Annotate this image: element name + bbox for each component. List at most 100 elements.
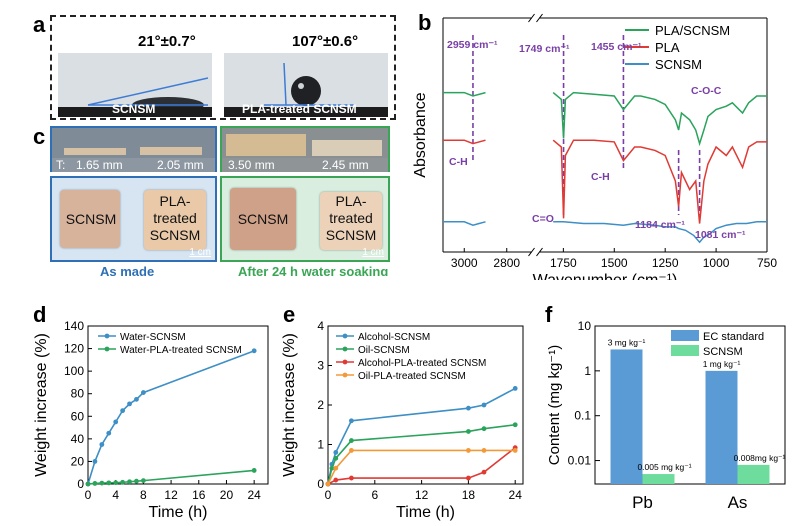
legend-label: Oil-SCNSM (358, 345, 410, 356)
plot-frame (87, 325, 269, 485)
data-point (325, 481, 331, 487)
angle-pla-scnsm: 107°±0.6° (292, 33, 359, 50)
data-point (92, 459, 98, 464)
data-point (120, 479, 126, 485)
caption-pla-scnsm: PLA-treated SCNSM (242, 102, 357, 116)
x-tick-label: 2800 (493, 256, 520, 270)
peak-annotation: 1749 cm⁻¹ (519, 43, 570, 55)
data-point (251, 348, 257, 354)
strip-1 (64, 148, 126, 155)
tile-scnsm-soaked (230, 188, 296, 250)
strip-4 (312, 140, 382, 156)
peak-annotation: 2959 cm⁻¹ (447, 39, 498, 51)
y-tick-label: 100 (64, 364, 84, 378)
y-axis-label: Absorbance (412, 92, 429, 177)
data-point (134, 478, 139, 484)
legend-marker (104, 333, 110, 339)
bar (642, 474, 675, 484)
thickness-3: 3.50 mm (228, 158, 275, 172)
data-point (466, 448, 471, 453)
y-axis-label: Content (mg kg⁻¹) (546, 345, 563, 465)
peak-annotation: 1184 cm⁻¹ (635, 219, 685, 231)
x-tick-label: 0 (85, 488, 92, 502)
data-point (127, 479, 132, 485)
legend-swatch (671, 330, 699, 341)
x-tick-label: 12 (164, 488, 178, 502)
x-tick-label: 4 (112, 488, 119, 502)
y-tick-label: 60 (71, 409, 85, 423)
data-point (329, 465, 335, 471)
y-tick-label: 4 (317, 319, 324, 333)
peak-annotation: C=O (532, 213, 554, 225)
data-point (85, 481, 91, 487)
series-line (327, 449, 516, 485)
data-point (481, 426, 487, 432)
y-tick-label: 140 (64, 319, 84, 333)
series-line (87, 469, 255, 485)
data-point (99, 480, 105, 486)
chart-b-ftir: 3000 2800 1750 1500 1250 1000 750 Wavenumber (c… (412, 13, 777, 280)
panel-a-contact-angle: 21°±0.7° 107°±0.6° SCNSM PLA-treated SCN… (50, 15, 396, 120)
data-point (349, 438, 354, 443)
panel-c-label: c (33, 124, 46, 149)
series-line (327, 447, 516, 485)
y-tick-label: 1 (317, 438, 324, 452)
scalebar-right: 1 cm (362, 247, 384, 258)
tangent-right (283, 62, 287, 106)
data-point (333, 465, 339, 471)
chart-d-water-uptake: 0 4 8 12 16 20 24 0 20 40 60 80 100 120 140 Time (h) Wei… (33, 319, 269, 521)
thickness-2: 2.05 mm (157, 158, 204, 172)
droplet-highlight (298, 83, 304, 89)
bar (610, 349, 643, 484)
peak-annotation: C-H (449, 156, 468, 168)
y-tick-label: 80 (71, 387, 85, 401)
bar-value-label: 1 mg kg⁻¹ (703, 359, 741, 369)
strip-2 (140, 147, 202, 155)
y-axis-label: Weight increase (%) (281, 333, 298, 477)
axis-break-mark (528, 13, 535, 23)
caption-as-made: As made (100, 264, 155, 276)
series-line (327, 423, 516, 485)
panel-a-label: a (33, 12, 46, 37)
data-point (333, 450, 339, 455)
peak-annotation: C-H (591, 171, 610, 183)
tile-label-scnsm-soaked: SCNSM (237, 211, 289, 227)
data-point (251, 468, 257, 473)
x-tick-label: 1750 (550, 256, 577, 270)
photo-scnsm-droplet: SCNSM (58, 53, 212, 117)
data-point (466, 429, 471, 434)
data-point (349, 418, 354, 424)
data-point (113, 480, 119, 486)
droplet-round-drawing (264, 62, 354, 106)
spectrum-line (443, 139, 486, 145)
substrate-dark (58, 107, 212, 117)
bar-value-label: 0.005 mg kg⁻¹ (637, 462, 691, 472)
spectrum-line (552, 91, 767, 147)
side-view-as-made: T: 1.65 mm 2.05 mm (50, 126, 217, 172)
substrate-dark-right (224, 107, 388, 117)
top-view-as-made: SCNSM PLA-treated SCNSM 1 cm (50, 176, 217, 262)
y-tick-label: 0 (317, 477, 324, 491)
x-tick-label: 18 (462, 488, 476, 502)
spectrum-line (552, 139, 767, 224)
legend-label: Water-PLA-treated SCNSM (120, 345, 242, 356)
bar-value-label: 0.008mg kg⁻¹ (734, 453, 786, 463)
tangent-line (87, 77, 209, 106)
panel-e-label: e (283, 302, 296, 327)
thickness-bar-right (222, 158, 388, 172)
legend-marker (342, 372, 348, 378)
thickness-prefix: T: (56, 158, 66, 172)
axis-break-mark (536, 247, 543, 257)
data-point (481, 448, 487, 453)
data-point (140, 478, 146, 484)
x-tick-label: 1250 (652, 256, 679, 270)
legend-label: EC standard (703, 331, 764, 343)
data-point (106, 430, 112, 436)
peak-annotation: 1081 cm⁻¹ (695, 229, 746, 241)
data-point (349, 475, 354, 481)
x-tick-label: 750 (757, 256, 777, 270)
axis-break-mark (536, 13, 543, 23)
data-point (127, 401, 132, 407)
data-point (333, 455, 339, 461)
